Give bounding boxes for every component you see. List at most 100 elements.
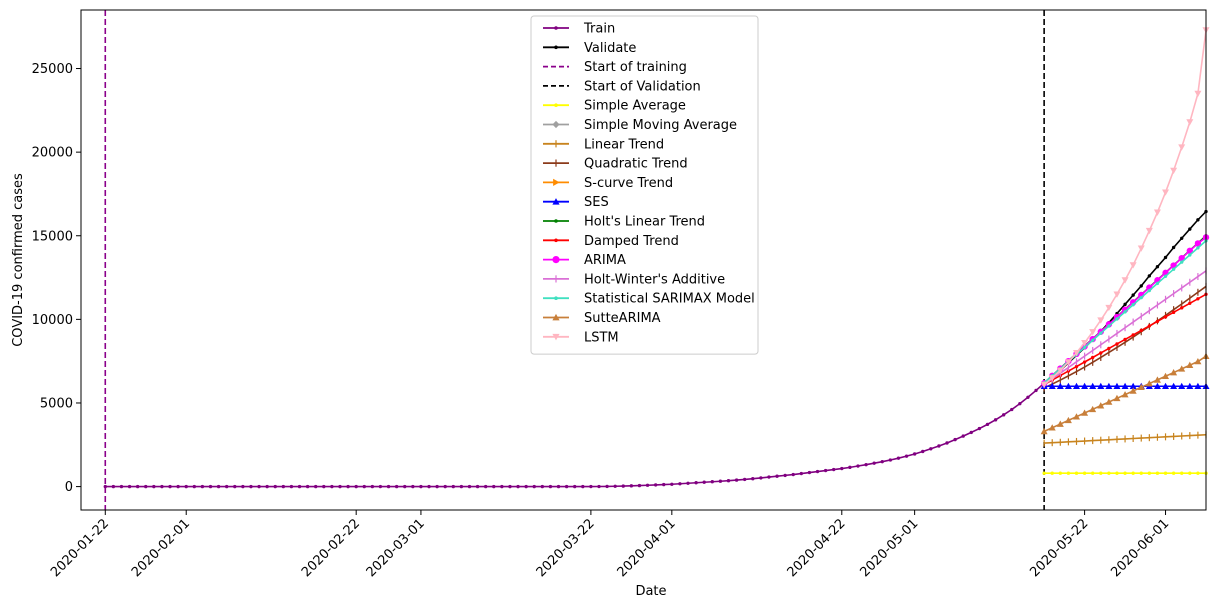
data-point (621, 484, 625, 488)
data-point (1113, 382, 1121, 390)
plot-area (103, 10, 1210, 510)
data-point (1089, 382, 1097, 390)
legend-marker (554, 238, 558, 243)
data-point (451, 484, 455, 489)
data-point (257, 484, 261, 489)
data-point (1081, 339, 1089, 347)
data-point (653, 483, 658, 487)
data-point (1121, 382, 1129, 390)
legend-label: ARIMA (584, 253, 626, 268)
data-point (1163, 315, 1168, 319)
data-point (1194, 358, 1202, 365)
data-point (710, 480, 714, 484)
data-point (168, 484, 172, 489)
data-point (1131, 303, 1135, 307)
legend-item: Train (543, 22, 615, 37)
data-point (961, 434, 965, 438)
data-point (1099, 471, 1103, 475)
data-point (233, 484, 237, 489)
legend-marker (554, 26, 558, 30)
data-point (759, 476, 763, 480)
data-point (1153, 209, 1161, 216)
legend-label: Linear Trend (584, 137, 664, 152)
data-point (896, 456, 901, 460)
data-point (1194, 90, 1202, 98)
series-ses (1040, 382, 1210, 390)
data-point (848, 465, 852, 470)
data-point (314, 484, 318, 489)
data-point (1129, 387, 1137, 394)
data-point (888, 458, 893, 462)
data-point (354, 484, 358, 489)
data-point (880, 459, 884, 464)
data-point (1048, 424, 1056, 431)
data-point (1082, 471, 1087, 475)
data-point (370, 484, 375, 489)
legend-label: Holt's Linear Trend (584, 215, 705, 230)
legend-item: Start of training (543, 60, 687, 75)
series-damped-trend (1042, 292, 1208, 387)
data-point (1099, 331, 1103, 335)
y-tick-label: 0 (65, 480, 73, 495)
data-point (1194, 240, 1202, 247)
data-point (1171, 245, 1176, 250)
data-point (508, 484, 512, 489)
data-point (1170, 369, 1178, 376)
data-point (1121, 277, 1129, 284)
data-point (1074, 471, 1079, 475)
data-point (289, 484, 294, 489)
data-point (1082, 360, 1087, 364)
data-point (208, 484, 213, 489)
data-point (192, 484, 196, 489)
data-point (1115, 317, 1119, 321)
data-point (1081, 382, 1089, 390)
legend-item: SES (543, 195, 609, 210)
y-tick-label: 20000 (32, 146, 73, 161)
data-point (322, 484, 326, 489)
data-point (718, 479, 723, 483)
data-point (1170, 167, 1178, 175)
data-point (1034, 388, 1038, 393)
data-point (1180, 236, 1184, 240)
data-point (1153, 376, 1161, 383)
data-point (573, 484, 577, 489)
data-point (751, 477, 755, 481)
legend-marker (552, 120, 560, 129)
legend-label: Validate (584, 41, 636, 56)
legend-marker (554, 103, 558, 107)
legend-item: Statistical SARIMAX Model (543, 292, 755, 307)
data-point (1073, 382, 1081, 390)
data-point (265, 484, 269, 489)
data-point (1050, 471, 1054, 475)
data-point (799, 471, 804, 476)
data-point (1123, 471, 1127, 475)
legend-label: Start of Validation (584, 79, 701, 94)
y-tick-label: 5000 (40, 396, 73, 411)
series-suttearima (1040, 352, 1210, 435)
data-point (1099, 351, 1103, 355)
data-point (904, 454, 909, 458)
x-axis-label: Date (635, 584, 666, 596)
data-point (1056, 367, 1064, 374)
x-tick-label: 2020-02-01 (129, 516, 193, 580)
data-point (605, 484, 609, 489)
data-point (200, 484, 205, 489)
x-tick-label: 2020-02-22 (299, 516, 363, 580)
y-axis-label: COVID-19 confirmed cases (11, 173, 26, 347)
data-point (1040, 381, 1048, 389)
data-point (1089, 329, 1097, 336)
data-point (1081, 409, 1089, 416)
data-point (1186, 119, 1194, 126)
data-point (386, 484, 391, 489)
data-point (1163, 255, 1168, 260)
data-point (1113, 291, 1121, 298)
data-point (791, 472, 795, 477)
data-point (1196, 218, 1200, 222)
data-point (1170, 382, 1178, 390)
data-point (815, 469, 820, 474)
data-point (532, 484, 536, 489)
data-point (637, 483, 642, 488)
series-simple-average (1042, 471, 1208, 475)
data-point (1188, 253, 1192, 257)
